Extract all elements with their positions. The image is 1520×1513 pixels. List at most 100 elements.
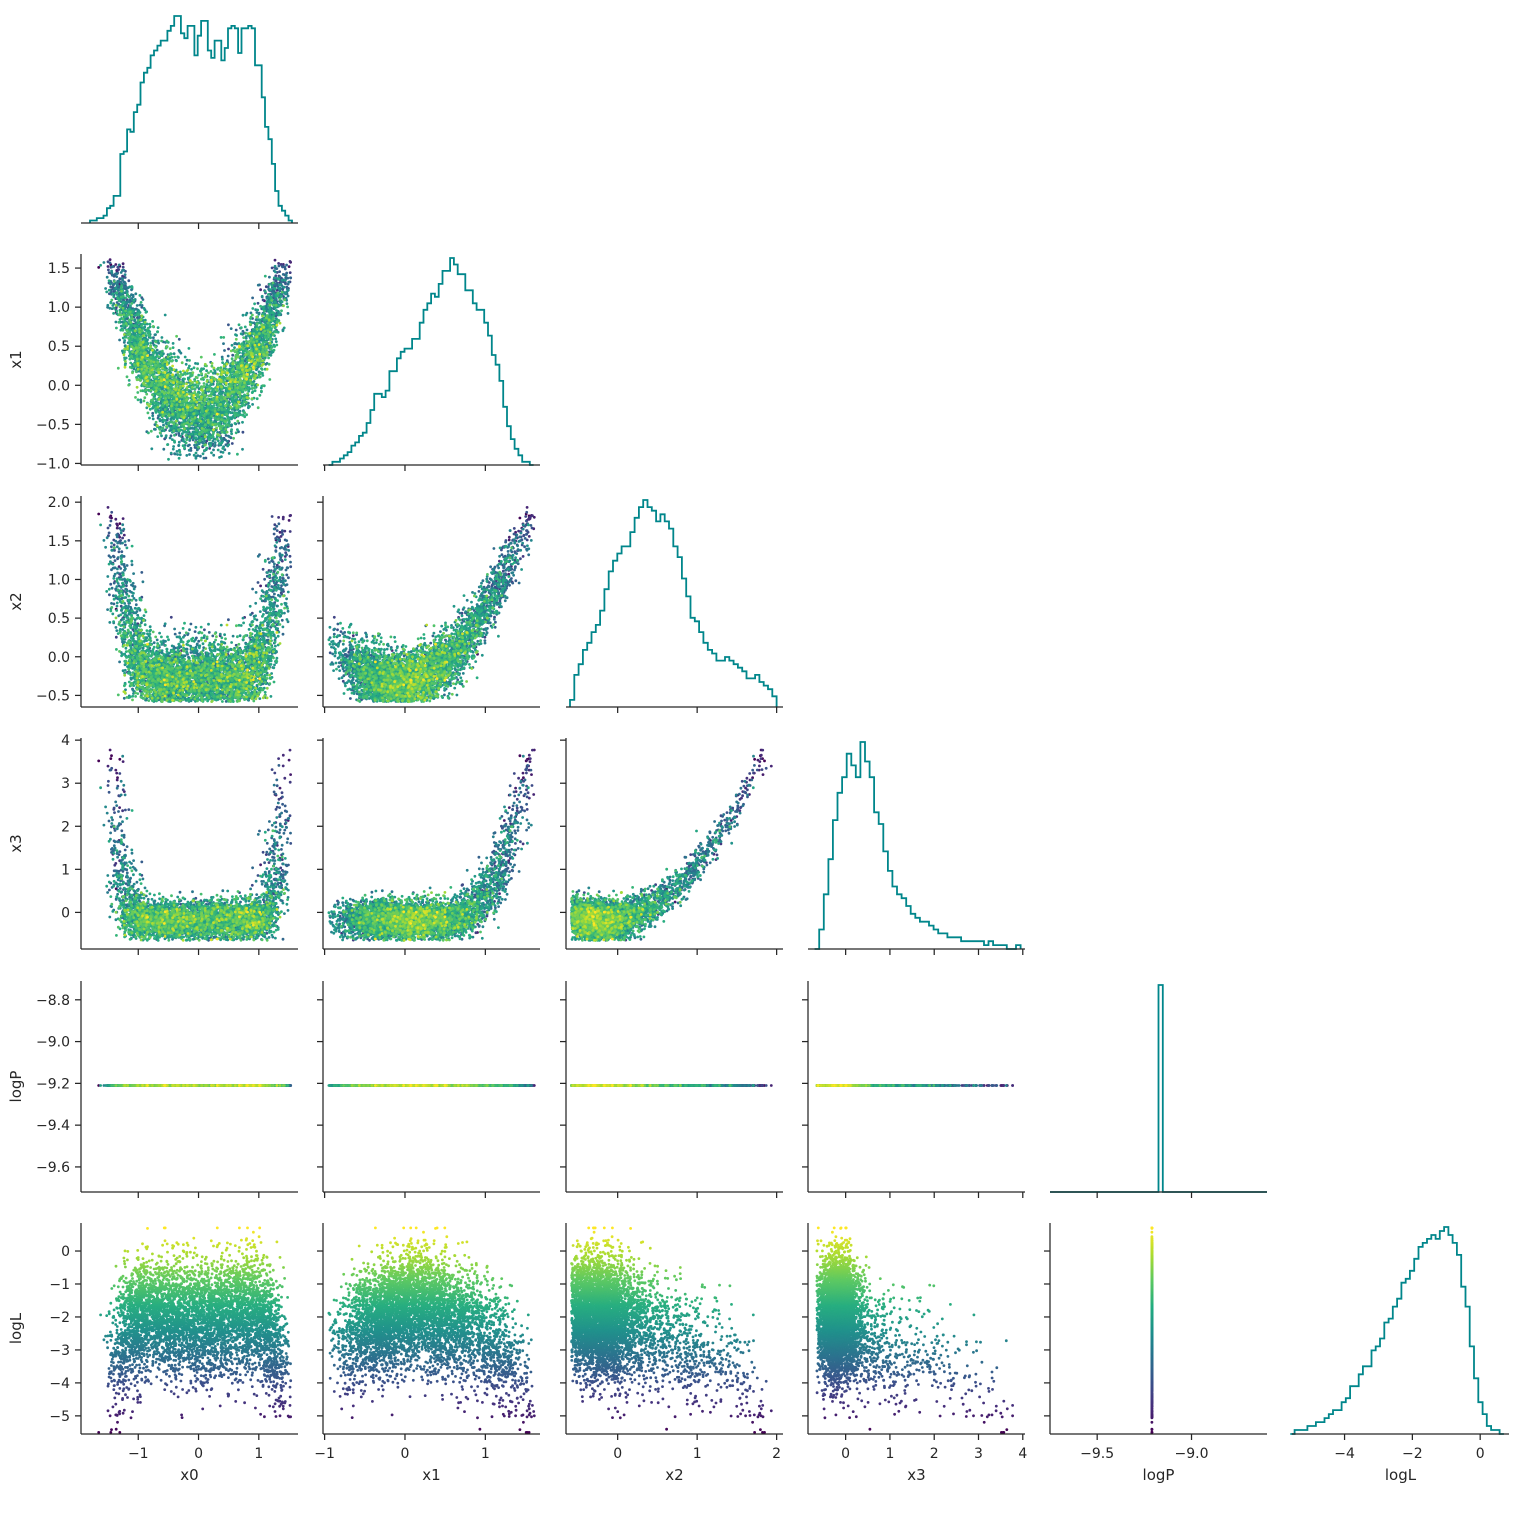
scatter-point [117, 268, 120, 271]
scatter-point [178, 350, 181, 353]
scatter-point [162, 424, 165, 427]
scatter-point [185, 454, 188, 457]
scatter-point [258, 313, 261, 316]
scatter-point [230, 327, 233, 330]
scatter-point [285, 264, 288, 267]
scatter-point [122, 262, 125, 265]
scatter-point [282, 329, 285, 332]
scatter-point [223, 349, 226, 352]
scatter-point [118, 264, 121, 267]
scatter-point [195, 457, 198, 460]
scatter-point [151, 414, 154, 417]
scatter-point [107, 265, 110, 268]
scatter-point [152, 418, 155, 421]
scatter-point [227, 355, 230, 358]
scatter-point [227, 348, 230, 351]
scatter-point [179, 453, 182, 456]
scatter-point [235, 329, 238, 332]
scatter-point [115, 321, 118, 324]
scatter-point [226, 440, 229, 443]
scatter-point [284, 282, 287, 285]
scatter-point [285, 272, 288, 275]
scatter-point [152, 336, 155, 339]
scatter-point [136, 304, 139, 307]
scatter-point [104, 287, 107, 290]
scatter-point [251, 297, 254, 300]
scatter-point [107, 269, 110, 272]
scatter-point [124, 276, 127, 279]
scatter-point [116, 280, 119, 283]
scatter-point [287, 281, 290, 284]
scatter-point [106, 304, 109, 307]
scatter-point [287, 289, 290, 292]
scatter-point [212, 454, 215, 457]
scatter-point [188, 449, 191, 452]
scatter-point [289, 271, 292, 274]
scatter-point [222, 342, 225, 345]
scatter-point [245, 337, 248, 340]
scatter-point [177, 444, 180, 447]
scatter-point [127, 279, 130, 282]
scatter-point [132, 295, 135, 298]
scatter-point [274, 259, 277, 262]
scatter-point [126, 302, 129, 305]
scatter-point [111, 274, 114, 277]
scatter-point [121, 269, 124, 272]
scatter-point [154, 428, 157, 431]
scatter-point [115, 275, 118, 278]
scatter-point [259, 288, 262, 291]
scatter-point [289, 276, 292, 279]
scatter-point [279, 275, 282, 278]
scatter-point [234, 342, 237, 345]
scatter-point [228, 435, 231, 438]
scatter-point [106, 276, 109, 279]
scatter-point [199, 455, 202, 458]
scatter-point [274, 338, 277, 341]
scatter-point [289, 260, 292, 263]
scatter-point [188, 453, 191, 456]
panel-x1-vs-x0: −1.0−0.50.00.51.01.5x1 [7, 254, 298, 472]
scatter-point [212, 449, 215, 452]
scatter-point [109, 283, 112, 286]
scatter-point [241, 448, 244, 451]
scatter-point [124, 273, 127, 276]
scatter-point [268, 276, 271, 279]
scatter-point [109, 258, 112, 261]
scatter-point [193, 444, 196, 447]
scatter-point [262, 299, 265, 302]
scatter-point [154, 333, 157, 336]
scatter-point [288, 265, 291, 268]
scatter-point [176, 450, 179, 453]
scatter-point [169, 437, 172, 440]
scatter-point [109, 262, 112, 265]
scatter-point [118, 339, 121, 342]
scatter-point [111, 265, 114, 268]
scatter-point [214, 441, 217, 444]
scatter-point [122, 266, 125, 269]
scatter-point [278, 270, 281, 273]
scatter-point [227, 323, 230, 326]
scatter-point [203, 457, 206, 460]
scatter-point [134, 292, 137, 295]
scatter-point [231, 354, 234, 357]
scatter-point [139, 399, 142, 402]
scatter-point [124, 282, 127, 285]
scatter-point [176, 453, 179, 456]
scatter-point [275, 267, 278, 270]
scatter-point [165, 422, 168, 425]
scatter-point [246, 329, 249, 332]
scatter-point [257, 302, 260, 305]
scatter-point [277, 287, 280, 290]
scatter-point [277, 262, 280, 265]
scatter-point [242, 431, 245, 434]
scatter-point [285, 274, 288, 277]
scatter-point [110, 270, 113, 273]
scatter-point [225, 434, 228, 437]
scatter-point [196, 449, 199, 452]
scatter-point [231, 442, 234, 445]
scatter-point [172, 445, 175, 448]
scatter-point [208, 447, 211, 450]
scatter-point [142, 298, 145, 301]
scatter-point [287, 312, 290, 315]
